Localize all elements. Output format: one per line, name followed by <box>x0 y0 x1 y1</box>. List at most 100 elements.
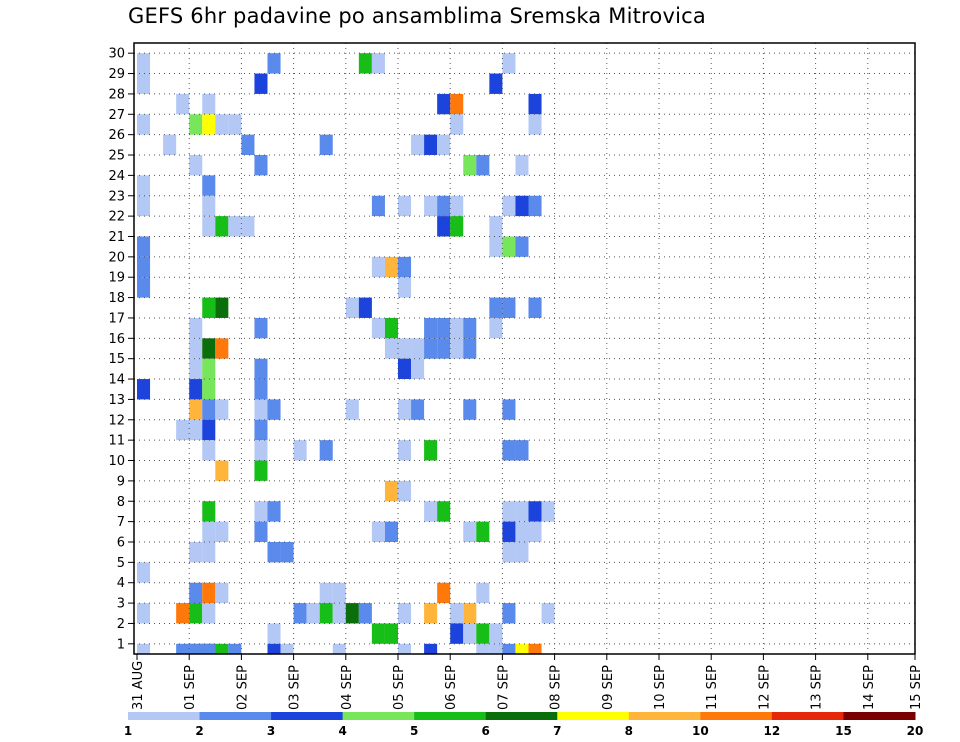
colorbar-segment <box>271 712 344 720</box>
heatmap-cell <box>515 521 529 542</box>
heatmap-cell <box>424 338 438 359</box>
heatmap-cell <box>202 419 216 441</box>
heatmap-cell <box>424 643 438 654</box>
heatmap-cell <box>267 53 281 74</box>
heatmap-cell <box>450 216 464 237</box>
heatmap-cell <box>424 195 438 217</box>
colorbar-label: 2 <box>195 724 203 738</box>
heatmap-cell <box>254 440 268 461</box>
y-tick-label: 28 <box>108 87 125 102</box>
heatmap-cell <box>398 440 412 461</box>
heatmap-cell <box>463 399 477 420</box>
heatmap-cell <box>176 643 190 654</box>
heatmap-cell <box>137 256 151 278</box>
heatmap-cell <box>424 317 438 339</box>
heatmap-cell <box>384 338 398 359</box>
heatmap-cell <box>502 236 516 257</box>
heatmap-cell <box>189 582 203 604</box>
heatmap-cell <box>254 460 268 481</box>
heatmap-cell <box>280 541 294 563</box>
heatmap-cell <box>489 216 503 237</box>
heatmap-cell <box>384 521 398 542</box>
heatmap-cell <box>528 114 542 135</box>
heatmap-cell <box>202 521 216 542</box>
heatmap-cell <box>489 297 503 318</box>
heatmap-cell <box>137 195 151 217</box>
colorbar-segment <box>628 712 701 720</box>
heatmap-cell <box>371 317 385 339</box>
heatmap-cell <box>502 440 516 461</box>
heatmap-cell <box>358 603 372 624</box>
heatmap-cell <box>189 317 203 339</box>
x-tick-label: 03 SEP <box>288 665 303 710</box>
heatmap-cell <box>502 541 516 563</box>
y-tick-label: 9 <box>117 474 125 489</box>
heatmap-cell <box>398 338 412 359</box>
heatmap-cell <box>254 419 268 441</box>
heatmap-cell <box>450 603 464 624</box>
colorbar-label: 15 <box>835 724 852 738</box>
colorbar-label: 7 <box>553 724 561 738</box>
y-tick-label: 15 <box>108 352 125 367</box>
y-tick-label: 30 <box>108 47 125 62</box>
heatmap-cell <box>371 53 385 74</box>
chart-title: GEFS 6hr padavine po ansamblima Sremska … <box>128 4 706 28</box>
x-tick-label: 12 SEP <box>757 665 772 710</box>
heatmap-cell <box>398 399 412 420</box>
heatmap-cell <box>437 501 451 522</box>
heatmap-cell <box>189 379 203 400</box>
colorbar-label: 1 <box>124 724 132 738</box>
y-tick-label: 8 <box>117 495 125 510</box>
heatmap-cell <box>463 338 477 359</box>
heatmap-cell <box>476 155 490 176</box>
heatmap-cell <box>267 643 281 654</box>
heatmap-cell <box>345 297 359 318</box>
heatmap-cell <box>450 93 464 115</box>
heatmap-cell <box>215 216 229 237</box>
heatmap-cell <box>384 480 398 502</box>
x-tick-label: 01 SEP <box>183 665 198 710</box>
heatmap-cell <box>332 603 346 624</box>
y-tick-label: 17 <box>108 311 125 326</box>
heatmap-cell <box>228 114 242 135</box>
heatmap-cell <box>137 175 151 196</box>
heatmap-cell <box>424 440 438 461</box>
heatmap-cell <box>202 603 216 624</box>
heatmap-cell <box>215 399 229 420</box>
heatmap-cell <box>215 460 229 481</box>
heatmap-cell <box>215 582 229 604</box>
x-tick-label: 14 SEP <box>862 665 877 710</box>
heatmap-cell <box>411 338 425 359</box>
x-tick-label: 15 SEP <box>909 665 924 710</box>
heatmap-cell <box>437 93 451 115</box>
heatmap-cell <box>424 603 438 624</box>
heatmap-cell <box>137 53 151 74</box>
y-tick-label: 3 <box>117 597 125 612</box>
heatmap-cell <box>176 419 190 441</box>
heatmap-cell <box>450 114 464 135</box>
heatmap-cell <box>541 501 555 522</box>
heatmap-cell <box>137 73 151 94</box>
heatmap-cell <box>189 155 203 176</box>
heatmap-cell <box>202 114 216 135</box>
heatmap-cell <box>463 521 477 542</box>
heatmap-cell <box>189 114 203 135</box>
heatmap-cell <box>254 379 268 400</box>
heatmap-cell <box>215 643 229 654</box>
heatmap-cell <box>437 134 451 156</box>
y-tick-label: 12 <box>108 413 125 428</box>
heatmap-cell <box>228 216 242 237</box>
heatmap-cell <box>254 317 268 339</box>
heatmap-cell <box>267 623 281 644</box>
heatmap-cell <box>502 501 516 522</box>
colorbar-label: 3 <box>267 724 275 738</box>
heatmap-cell <box>411 134 425 156</box>
heatmap-cell <box>450 338 464 359</box>
heatmap-cell <box>502 399 516 420</box>
y-tick-label: 16 <box>108 332 125 347</box>
y-tick-label: 20 <box>108 250 125 265</box>
heatmap-cell <box>398 195 412 217</box>
heatmap-cell <box>398 603 412 624</box>
y-tick-label: 25 <box>108 149 125 164</box>
heatmap-cell <box>515 541 529 563</box>
